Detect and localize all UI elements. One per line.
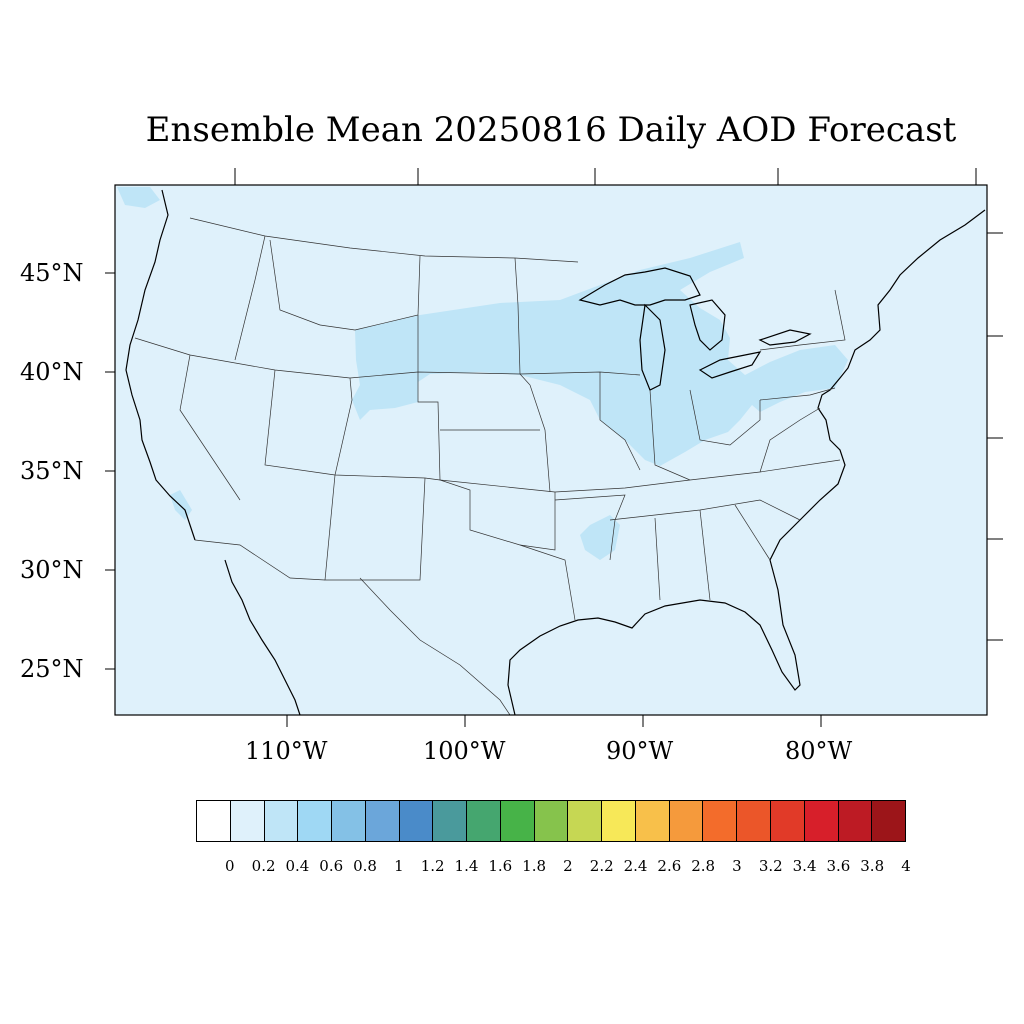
colorbar-swatch [264,801,299,841]
colorbar-swatch [365,801,400,841]
colorbar-tick-label: 3.2 [758,857,783,875]
colorbar-tick-label: 0 [225,857,235,875]
lake-ontario-shore [758,329,812,346]
colorbar-tick-label: 0.2 [251,857,276,875]
lake-huron-shore [689,299,726,351]
colorbar-tick-label: 1.4 [454,857,479,875]
axis-ticks [105,168,1003,727]
lake-michigan-shore [639,303,666,391]
aod-patch-southern-california [170,490,192,520]
x-label-80w: 80°W [785,737,853,765]
colorbar-tick-label: 0.6 [319,857,344,875]
colorbar-tick-label: 0.4 [285,857,310,875]
y-label-35n: 35°N [20,457,84,485]
elevated-aod-regions [117,187,848,560]
colorbar-tick-label: 3.8 [860,857,885,875]
pacific-coastline [125,189,196,541]
colorbar-swatch [332,801,366,841]
colorbar-tick-label: 2.2 [589,857,614,875]
y-label-45n: 45°N [20,259,84,287]
colorbar-swatch [230,801,265,841]
x-label-110w: 110°W [245,737,328,765]
colorbar-tick-label: 2.4 [623,857,648,875]
y-label-40n: 40°N [20,358,84,386]
map-background [115,185,987,715]
colorbar-tick-label: 0.8 [353,857,377,875]
colorbar-swatch [838,801,873,841]
colorbar-tick-label: 1.8 [522,857,547,875]
colorbar-swatch [433,801,468,841]
colorbar-tick-label: 4 [901,857,911,875]
colorbar-swatch [669,801,704,841]
colorbar-swatch [197,801,231,841]
colorbar [196,800,906,842]
colorbar-tick-label: 2.6 [657,857,682,875]
map-frame [114,184,988,716]
state-borders [134,217,846,716]
baja-peninsula-coast [224,559,301,716]
colorbar-swatch [399,801,434,841]
colorbar-swatch [703,801,738,841]
x-label-100w: 100°W [423,737,506,765]
lake-erie-shore [698,351,762,379]
colorbar-swatch [500,801,535,841]
colorbar-swatch [602,801,636,841]
colorbar-swatch [534,801,569,841]
map-title: Ensemble Mean 20250816 Daily AOD Forecas… [145,110,957,150]
colorbar-tick-label: 3.6 [826,857,851,875]
colorbar-tick-label: 1 [394,857,404,875]
colorbar-swatch [298,801,333,841]
aod-plume-north-central [352,242,848,466]
colorbar-swatch [872,801,906,841]
colorbar-tick-label: 1.6 [488,857,513,875]
colorbar-tick-label: 3.4 [792,857,817,875]
colorbar-swatch [771,801,805,841]
lake-superior-shore [578,267,701,306]
y-label-25n: 25°N [20,655,84,683]
aod-patch-lower-mississippi [580,515,620,560]
colorbar-tick-label: 2 [563,857,573,875]
y-label-30n: 30°N [20,556,84,584]
colorbar-tick-label: 1.2 [420,857,445,875]
colorbar-swatch [635,801,670,841]
colorbar-swatch [737,801,772,841]
colorbar-swatch [467,801,501,841]
colorbar-swatch [804,801,839,841]
colorbar-tick-label: 2.8 [691,857,716,875]
x-label-90w: 90°W [606,737,674,765]
colorbar-tick-label: 3 [732,857,742,875]
aod-patch-pacific-northwest [117,187,160,208]
colorbar-swatch [568,801,603,841]
